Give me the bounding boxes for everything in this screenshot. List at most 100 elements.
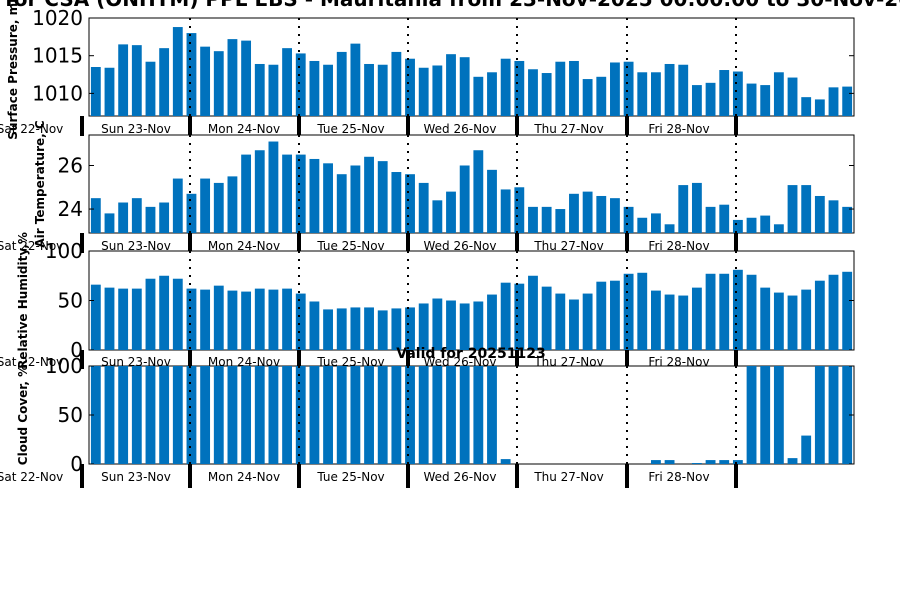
cloud-bar <box>787 458 798 464</box>
pressure-y-tick-label: 1015 <box>32 44 83 68</box>
temperature-bar <box>664 224 675 233</box>
humidity-bar <box>705 273 716 350</box>
temperature-bar <box>500 189 511 233</box>
humidity-bar <box>691 287 702 350</box>
cloud-bar <box>377 366 388 464</box>
temperature-bar <box>746 217 757 233</box>
cloud-day-label: Fri 28-Nov <box>648 470 709 484</box>
cloud-bar <box>842 366 853 464</box>
pressure-bar <box>172 27 183 116</box>
temperature-bar <box>391 172 402 233</box>
chart-panels: 1010 1015 1020 Sat 22-Nov Sun 23-Nov Mon 24-N… <box>0 0 855 488</box>
cloud-bar <box>200 366 211 464</box>
cloud-day-label: Sun 23-Nov <box>101 470 171 484</box>
humidity-day-label: Sat 22-Nov <box>0 355 63 369</box>
cloud-bar <box>131 366 142 464</box>
pressure-bar <box>760 85 771 116</box>
temperature-bar <box>350 165 361 233</box>
pressure-day-label: Fri 28-Nov <box>648 122 709 136</box>
temperature-bar <box>446 191 456 233</box>
temperature-bar <box>186 193 197 233</box>
temperature-bar <box>377 161 388 233</box>
humidity-bar <box>90 284 101 350</box>
cloud-y-tick-label: 0 <box>70 452 83 476</box>
humidity-bar <box>282 288 292 350</box>
humidity-bar <box>828 274 839 350</box>
pressure-bar <box>131 45 142 116</box>
pressure-day-label: Mon 24-Nov <box>208 122 280 136</box>
pressure-bar <box>746 83 757 116</box>
cloud-bar <box>104 366 115 464</box>
humidity-y-tick-label: 0 <box>70 338 83 362</box>
temperature-bar <box>555 209 566 233</box>
cloud-bar <box>500 459 511 464</box>
temperature-bar <box>473 150 484 233</box>
cloud-bar <box>651 460 661 464</box>
humidity-bar <box>323 309 333 350</box>
humidity-bar <box>623 273 634 350</box>
humidity-bar <box>213 285 224 350</box>
pressure-bar <box>623 61 634 116</box>
temperature-bar <box>323 163 333 233</box>
cloud-bar <box>241 366 252 464</box>
pressure-bar <box>446 54 456 116</box>
temperature-bar <box>801 185 812 233</box>
cloud-bar <box>814 366 825 464</box>
cloud-panel-title: Valid for 20251123 <box>396 346 545 362</box>
humidity-bar <box>610 280 620 350</box>
pressure-bar <box>405 58 415 116</box>
cloud-bar <box>719 460 730 464</box>
cloud-bar <box>172 366 183 464</box>
temperature-day-label: Sat 22-Nov <box>0 239 63 253</box>
cloud-bar <box>760 366 771 464</box>
cloud-bar <box>446 366 456 464</box>
temperature-bar <box>637 217 648 233</box>
humidity-bar <box>487 294 497 350</box>
temperature-bar <box>309 158 320 233</box>
pressure-bar <box>227 39 238 116</box>
pressure-bar <box>418 67 429 116</box>
pressure-bar <box>309 60 320 116</box>
temperature-day-label: Sun 23-Nov <box>101 239 171 253</box>
temperature-day-label: Tue 25-Nov <box>316 239 384 253</box>
humidity-bar <box>391 308 402 350</box>
temperature-bar <box>651 213 661 233</box>
temperature-bar <box>705 206 716 233</box>
pressure-bar <box>323 64 333 116</box>
pressure-bar <box>801 97 812 116</box>
humidity-bar <box>336 308 347 350</box>
pressure-bar <box>787 77 798 116</box>
temperature-bar <box>254 150 265 233</box>
temperature-bar <box>213 182 224 233</box>
temperature-bar <box>541 206 552 233</box>
temperature-bar <box>282 154 292 233</box>
humidity-bar <box>131 288 142 350</box>
pressure-bar <box>637 72 648 116</box>
temperature-bar <box>227 176 238 233</box>
figure-title: for CSA (ONHTM) PPL EBS - Mauritania fro… <box>5 0 900 11</box>
cloud-bar <box>391 366 402 464</box>
pressure-bar <box>487 72 497 116</box>
pressure-bar <box>350 43 361 116</box>
pressure-bar <box>596 76 607 116</box>
humidity-bar <box>186 288 197 350</box>
pressure-bar <box>541 73 552 116</box>
humidity-bar <box>295 293 306 350</box>
pressure-bar <box>473 76 484 116</box>
temperature-bar <box>623 206 634 233</box>
humidity-bar <box>664 294 675 350</box>
pressure-bar <box>432 65 443 116</box>
temperature-bar <box>814 195 825 233</box>
pressure-bar <box>377 64 388 116</box>
humidity-bar <box>145 278 156 350</box>
temperature-y-axis-label: Air Temperature, C <box>33 120 47 248</box>
humidity-bar <box>514 283 525 350</box>
temperature-bar <box>760 215 771 233</box>
pressure-bar <box>459 57 470 116</box>
cloud-bar <box>350 366 361 464</box>
humidity-bar <box>569 299 579 350</box>
pressure-bar <box>691 85 702 116</box>
pressure-bar <box>186 33 197 116</box>
